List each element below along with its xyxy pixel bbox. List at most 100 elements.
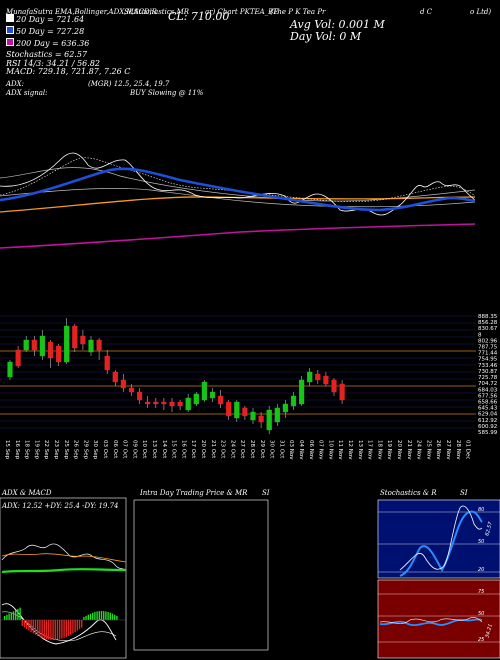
date-axis-label: 26 Nov <box>435 440 441 460</box>
macd-hist-bar <box>17 608 19 620</box>
macd-hist-bar <box>89 613 92 620</box>
candle-body <box>185 397 191 411</box>
price-axis-label: 856.28 <box>478 320 498 326</box>
candle-body <box>217 395 224 405</box>
date-axis-label: 03 Oct <box>102 440 108 459</box>
date-axis-label: 12 Nov <box>347 440 353 460</box>
macd-hist-bar <box>70 620 72 635</box>
macd-hist-bar <box>83 617 85 620</box>
adx-values: (MGR) 12.5, 25.4, 19.7 <box>88 80 170 88</box>
price-axis-label: 771.44 <box>478 351 498 357</box>
adx-orange-line <box>1 553 127 563</box>
macd-hist-bar <box>74 620 76 633</box>
date-axis-label: 10 Oct <box>141 440 147 459</box>
price-axis-label: 677.56 <box>478 393 498 399</box>
date-axis-label: 09 Oct <box>131 440 137 459</box>
adx-signal: BUY Slowing @ 11% <box>130 89 204 97</box>
stoch-level-50: 50 <box>478 539 485 545</box>
ema20-line <box>0 152 476 216</box>
price-axis-label: 658.66 <box>478 399 498 405</box>
day-volume: Day Vol: 0 M <box>290 30 362 43</box>
macd-hist-bar <box>76 620 78 631</box>
date-axis-label: 13 Oct <box>151 440 157 459</box>
macd-hist-bar <box>87 614 89 620</box>
adx-label: ADX: <box>6 80 25 88</box>
date-axis-label: 21 Nov <box>406 440 412 460</box>
ema200-label: 200 Day = 636.36 <box>6 38 89 48</box>
date-axis-label: 21 Oct <box>210 440 216 459</box>
date-axis-label: 10 Nov <box>327 440 333 460</box>
candle-body <box>226 401 232 417</box>
date-axis-label: 19 Nov <box>386 440 392 460</box>
macd-hist-bar <box>6 614 8 620</box>
macd-hist-bar <box>96 611 98 620</box>
date-axis-label: 16 Sep <box>14 440 20 460</box>
macd-hist-bar <box>78 620 81 630</box>
rsi-value: RSI 14/3: 34.21 / 56.82 <box>6 59 100 68</box>
date-axis-label: 24 Nov <box>416 440 422 460</box>
candle-body <box>145 401 151 405</box>
candle-body <box>161 401 167 405</box>
candle-body <box>331 379 337 393</box>
macd-hist-bar <box>67 620 70 636</box>
candle-body <box>274 407 280 423</box>
stoch-level-20: 20 <box>478 567 485 573</box>
ema20-dotted <box>0 157 476 202</box>
candle-body <box>290 395 297 407</box>
adx-signal-label: ADX signal: <box>6 89 48 97</box>
macd-hist-bar <box>39 620 41 637</box>
intraday-title: Intra Day Trading Price & MR <box>140 489 248 497</box>
macd-hist-bar <box>72 620 74 634</box>
macd-hist-bar <box>114 614 116 620</box>
date-axis-label: 23 Sep <box>53 440 59 460</box>
price-axis-label: 802.96 <box>478 338 498 344</box>
date-axis-label: 06 Oct <box>112 440 118 459</box>
candle-body <box>47 341 54 359</box>
macd-hist-bar <box>8 613 10 620</box>
macd-hist-bar <box>21 620 23 626</box>
macd-hist-bar <box>23 620 26 628</box>
candle-body <box>234 401 240 419</box>
price-axis-label: 704.72 <box>478 381 497 387</box>
candle-body <box>209 391 216 399</box>
candle-body <box>39 335 46 357</box>
macd-hist-bar <box>28 620 30 631</box>
price-labels: 888.35856.28830.678802.96787.75771.44754… <box>478 314 498 436</box>
bollinger-upper <box>0 167 476 202</box>
macd-hist-bar <box>4 616 6 620</box>
price-axis-label: 585.99 <box>478 430 498 436</box>
candle-body <box>282 403 289 413</box>
price-axis-label: 8 <box>478 332 482 338</box>
date-axis-label: 13 Nov <box>357 440 363 460</box>
date-axis-label: 25 Nov <box>425 440 431 460</box>
rsi-blue-line <box>379 618 483 627</box>
candle-body <box>201 381 208 401</box>
symbol-label: ar) Chart PKTEA_BE <box>205 8 279 16</box>
candle-body <box>128 387 135 393</box>
macd-hist-bar <box>107 612 109 620</box>
date-axis-label: 15 Oct <box>171 440 177 459</box>
candle-body <box>299 379 305 405</box>
macd-hist-bar <box>50 620 52 640</box>
candle-body <box>266 409 272 431</box>
date-axis-label: 20 Oct <box>200 440 206 459</box>
candle-body <box>15 349 21 367</box>
ema200-line <box>0 223 476 249</box>
date-axis-label: 07 Nov <box>318 440 324 460</box>
price-grid <box>0 315 476 429</box>
date-axis-label: 25 Sep <box>63 440 69 460</box>
macd-hist-bar <box>98 611 100 620</box>
candle-body <box>88 339 94 353</box>
macd-hist-bar <box>48 620 50 640</box>
date-axis-label: 20 Nov <box>396 440 402 460</box>
ema50-line <box>0 167 476 212</box>
candle-body <box>177 401 183 407</box>
date-axis-label: 30 Sep <box>92 440 98 460</box>
date-axis-label: 29 Sep <box>82 440 88 460</box>
macd-hist-bar <box>59 620 61 640</box>
avg-volume: Avg Vol: 0.001 M <box>290 18 385 31</box>
ema-panel <box>0 152 476 249</box>
date-axis-label: 15 Sep <box>4 440 10 460</box>
date-axis-label: 29 Oct <box>259 440 265 459</box>
macd-hist-bar <box>61 620 63 639</box>
